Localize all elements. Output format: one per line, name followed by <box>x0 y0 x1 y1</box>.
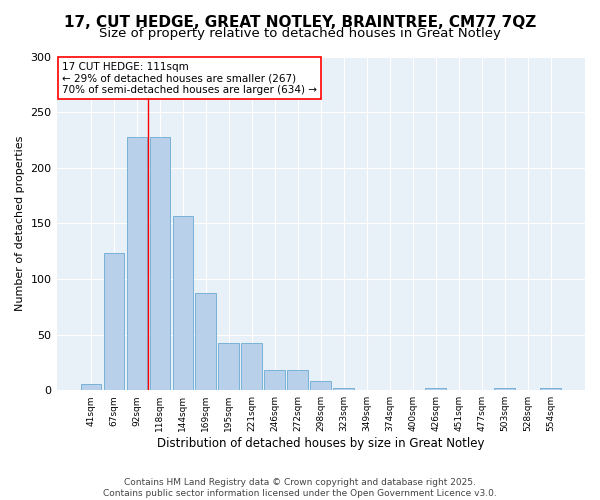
Text: 17 CUT HEDGE: 111sqm
← 29% of detached houses are smaller (267)
70% of semi-deta: 17 CUT HEDGE: 111sqm ← 29% of detached h… <box>62 62 317 94</box>
Bar <box>425 388 446 390</box>
Y-axis label: Number of detached properties: Number of detached properties <box>15 136 25 311</box>
Text: 17, CUT HEDGE, GREAT NOTLEY, BRAINTREE, CM77 7QZ: 17, CUT HEDGE, GREAT NOTLEY, BRAINTREE, … <box>64 15 536 30</box>
Bar <box>334 388 354 390</box>
Bar <box>196 294 216 390</box>
Bar <box>80 384 101 390</box>
Bar <box>173 216 193 390</box>
Bar <box>287 370 308 390</box>
X-axis label: Distribution of detached houses by size in Great Notley: Distribution of detached houses by size … <box>157 437 485 450</box>
Bar <box>265 370 285 390</box>
Bar <box>540 388 561 390</box>
Bar <box>494 388 515 390</box>
Bar <box>104 254 124 390</box>
Bar <box>310 382 331 390</box>
Text: Contains HM Land Registry data © Crown copyright and database right 2025.
Contai: Contains HM Land Registry data © Crown c… <box>103 478 497 498</box>
Text: Size of property relative to detached houses in Great Notley: Size of property relative to detached ho… <box>99 28 501 40</box>
Bar <box>127 136 147 390</box>
Bar <box>241 344 262 390</box>
Bar <box>149 136 170 390</box>
Bar <box>218 344 239 390</box>
